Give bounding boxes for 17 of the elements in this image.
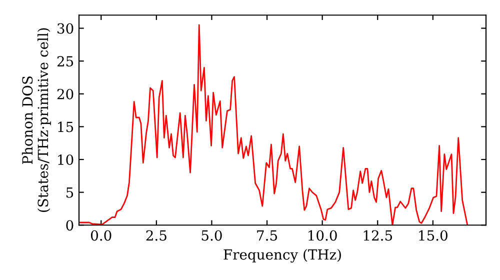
y-tick-label: 10: [58, 154, 74, 165]
y-axis-title: Phonon DOS (States/THz·primitive cell): [22, 28, 51, 212]
x-tick-label: 12.5: [364, 230, 392, 241]
y-tick-label: 5: [66, 187, 74, 198]
x-tick-label: 10.0: [308, 230, 337, 241]
y-tick-label: 0: [66, 220, 74, 231]
y-tick-label: 15: [58, 122, 74, 132]
x-axis-title: Frequency (THz): [224, 248, 341, 263]
x-tick-label: 15.0: [419, 230, 448, 241]
x-tick-label: 5.0: [202, 230, 222, 241]
y-tick-label: 20: [57, 88, 74, 100]
x-tick-label: 2.5: [146, 230, 166, 241]
x-tick-label: 0.0: [90, 230, 112, 241]
y-tick-label: 30: [58, 23, 74, 34]
line-series: [79, 24, 468, 226]
y-tick-label: 25: [57, 56, 74, 67]
x-tick-label: 7.5: [257, 230, 277, 241]
